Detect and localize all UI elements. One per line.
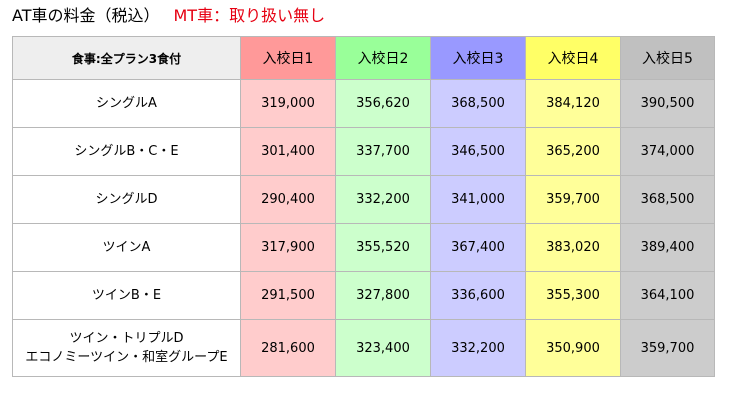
- room-type-text: ツインB・E: [91, 288, 162, 303]
- price-cell: 365,200: [525, 127, 621, 176]
- price-cell: 327,800: [335, 271, 431, 320]
- price-cell: 332,200: [335, 175, 431, 224]
- room-type-label: ツイン・トリプルD エコノミーツイン・和室グループE: [12, 319, 241, 377]
- table-row: ツインB・E 291,500 327,800 336,600 355,300 3…: [12, 271, 715, 320]
- room-type-text: エコノミーツイン・和室グループE: [25, 350, 228, 365]
- room-type-text: シングルB・C・E: [74, 144, 179, 159]
- column-header: 入校日2: [335, 36, 431, 80]
- table-row: ツイン・トリプルD エコノミーツイン・和室グループE 281,600 323,4…: [12, 319, 715, 377]
- price-cell: 317,900: [240, 223, 336, 272]
- price-cell: 319,000: [240, 79, 336, 128]
- price-cell: 337,700: [335, 127, 431, 176]
- price-cell: 384,120: [525, 79, 621, 128]
- price-cell: 291,500: [240, 271, 336, 320]
- room-type-text: シングルD: [95, 192, 158, 207]
- table-row: シングルD 290,400 332,200 341,000 359,700 36…: [12, 175, 715, 224]
- price-cell: 367,400: [430, 223, 526, 272]
- price-cell: 356,620: [335, 79, 431, 128]
- page-heading: AT車の料金（税込） MT車：取り扱い無し: [12, 4, 325, 28]
- price-cell: 355,520: [335, 223, 431, 272]
- price-cell: 350,900: [525, 319, 621, 377]
- room-type-label: ツインB・E: [12, 271, 241, 320]
- price-cell: 332,200: [430, 319, 526, 377]
- column-header: 入校日1: [240, 36, 336, 80]
- price-cell: 355,300: [525, 271, 621, 320]
- price-cell: 341,000: [430, 175, 526, 224]
- price-cell: 368,500: [430, 79, 526, 128]
- table-row: シングルA 319,000 356,620 368,500 384,120 39…: [12, 79, 715, 128]
- room-type-text: ツイン・トリプルD: [69, 331, 184, 346]
- price-cell: 390,500: [620, 79, 715, 128]
- table-header-row: 食事:全プラン3食付 入校日1 入校日2 入校日3 入校日4 入校日5: [12, 36, 715, 80]
- column-header: 入校日3: [430, 36, 526, 80]
- at-car-price-title: AT車の料金（税込）: [12, 6, 160, 25]
- room-type-text: ツインA: [102, 240, 151, 255]
- mt-car-note: MT車：取り扱い無し: [173, 6, 326, 25]
- room-type-label: シングルB・C・E: [12, 127, 241, 176]
- room-type-label: シングルA: [12, 79, 241, 128]
- price-cell: 359,700: [525, 175, 621, 224]
- price-cell: 346,500: [430, 127, 526, 176]
- price-cell: 359,700: [620, 319, 715, 377]
- price-cell: 301,400: [240, 127, 336, 176]
- price-cell: 374,000: [620, 127, 715, 176]
- table-row: シングルB・C・E 301,400 337,700 346,500 365,20…: [12, 127, 715, 176]
- price-cell: 336,600: [430, 271, 526, 320]
- price-cell: 323,400: [335, 319, 431, 377]
- price-cell: 290,400: [240, 175, 336, 224]
- column-header: 入校日5: [620, 36, 715, 80]
- column-header: 入校日4: [525, 36, 621, 80]
- room-type-label: シングルD: [12, 175, 241, 224]
- meal-plan-header: 食事:全プラン3食付: [12, 36, 241, 80]
- price-cell: 368,500: [620, 175, 715, 224]
- room-type-text: シングルA: [96, 96, 157, 111]
- price-cell: 281,600: [240, 319, 336, 377]
- table-row: ツインA 317,900 355,520 367,400 383,020 389…: [12, 223, 715, 272]
- room-type-label: ツインA: [12, 223, 241, 272]
- price-cell: 389,400: [620, 223, 715, 272]
- price-cell: 364,100: [620, 271, 715, 320]
- price-table: 食事:全プラン3食付 入校日1 入校日2 入校日3 入校日4 入校日5 シングル…: [12, 36, 715, 377]
- price-cell: 383,020: [525, 223, 621, 272]
